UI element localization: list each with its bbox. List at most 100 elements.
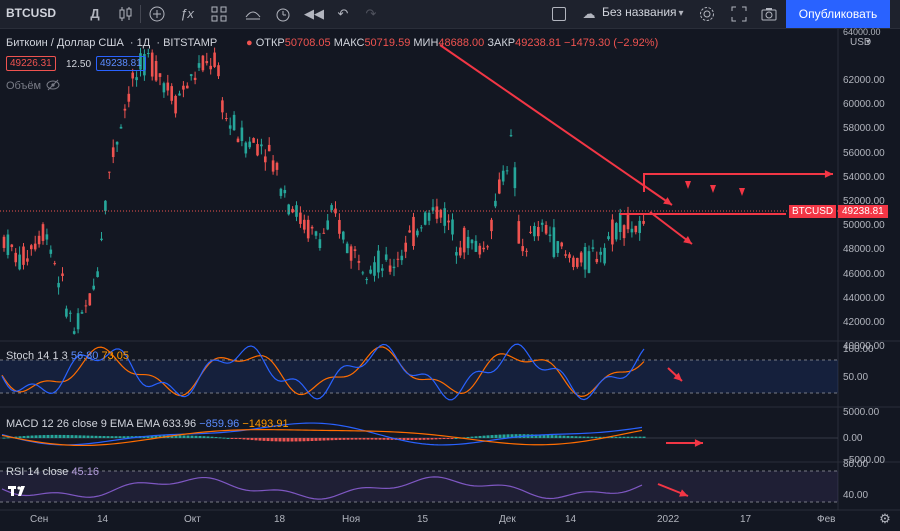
candle-body xyxy=(388,265,392,272)
annotation-right-arrow-head xyxy=(824,170,833,178)
candle-body xyxy=(182,85,185,90)
macd-signal-line xyxy=(1,429,643,447)
candle-body xyxy=(314,231,318,236)
spread-value: 12.50 xyxy=(66,59,92,70)
redo-icon[interactable]: ↷ xyxy=(365,6,377,21)
macd-histogram-bar xyxy=(22,436,26,438)
macd-histogram-bar xyxy=(54,434,58,438)
chevron-down-icon[interactable]: ▾ xyxy=(866,37,871,46)
candle-body xyxy=(189,74,193,77)
macd-histogram-bar xyxy=(498,434,502,438)
current-symbol-tag: BTCUSD xyxy=(789,205,837,218)
candle-body xyxy=(345,243,349,254)
rsi-band xyxy=(0,471,838,502)
templates-icon[interactable] xyxy=(210,5,228,23)
fullscreen-icon[interactable] xyxy=(730,5,748,23)
stoch-tick-50: 50.00 xyxy=(843,372,869,383)
replay-icon[interactable]: ◀◀ xyxy=(304,6,324,21)
low-label: МИН xyxy=(413,37,439,49)
publish-button[interactable]: Опубликовать xyxy=(786,0,890,28)
chevron-down-icon[interactable]: ▾ xyxy=(678,8,684,19)
macd-histogram-bar xyxy=(406,438,410,441)
candle-body xyxy=(26,258,29,262)
ask-price[interactable]: 49238.81 xyxy=(96,56,146,71)
candle-body xyxy=(381,268,384,271)
macd-histogram-bar xyxy=(2,437,6,439)
layout-name[interactable]: Без названия xyxy=(602,5,677,19)
candle-body xyxy=(552,227,556,257)
macd-tick-0: 0.00 xyxy=(843,433,863,444)
snapshot-icon[interactable] xyxy=(760,5,778,23)
candle-body xyxy=(119,126,123,129)
rsi-label: RSI 14 close xyxy=(6,466,69,478)
macd-histogram-bar xyxy=(14,436,18,438)
candle-body xyxy=(618,213,622,233)
macd-histogram-bar xyxy=(558,435,562,438)
macd-histogram-bar xyxy=(198,435,202,438)
candle-body xyxy=(104,200,107,211)
time-tick: 14 xyxy=(97,514,109,525)
series-interval: 1Д xyxy=(136,37,151,49)
undo-icon[interactable]: ↶ xyxy=(337,6,349,21)
macd-histogram-bar xyxy=(62,434,66,438)
macd-histogram-bar xyxy=(66,435,70,438)
add-indicator-icon[interactable] xyxy=(148,5,166,23)
macd-histogram-bar xyxy=(446,438,450,439)
close-label: ЗАКР xyxy=(487,37,516,49)
indicators-icon[interactable]: ƒx xyxy=(180,6,194,21)
stoch-annotation-arrow-head xyxy=(673,372,682,381)
high-label: МАКС xyxy=(333,37,365,49)
compare-icon[interactable] xyxy=(244,5,262,23)
candle-body xyxy=(154,60,158,81)
bar-style-icon[interactable] xyxy=(116,5,134,23)
macd-histogram-bar xyxy=(322,438,326,441)
macd-histogram-bar xyxy=(466,436,470,438)
time-tick: Дек xyxy=(499,514,516,525)
settings-icon[interactable] xyxy=(698,5,716,23)
macd-histogram-bar xyxy=(622,436,626,438)
candle-body xyxy=(408,230,411,233)
candle-body xyxy=(135,77,138,81)
macd-histogram-bar xyxy=(554,435,558,438)
macd-histogram-bar xyxy=(350,438,354,440)
rsi-tick-80: 80.00 xyxy=(843,459,869,470)
candle-body xyxy=(256,144,259,156)
time-tick: Окт xyxy=(184,514,201,525)
interval-button[interactable]: Д xyxy=(90,6,100,21)
candle-body xyxy=(186,85,189,89)
candle-body xyxy=(579,252,583,263)
candle-body xyxy=(299,212,302,224)
macd-histogram-bar xyxy=(130,436,134,438)
settings-icon[interactable]: ⚙ xyxy=(879,511,891,526)
bid-price[interactable]: 49226.31 xyxy=(6,56,56,71)
candle-body xyxy=(84,305,88,307)
candle-body xyxy=(96,271,99,278)
macd-histogram-bar xyxy=(390,438,394,440)
candle-body xyxy=(139,53,142,70)
macd-histogram-bar xyxy=(618,436,622,438)
price-tick: 58000.00 xyxy=(843,123,885,135)
alert-icon[interactable] xyxy=(274,5,292,23)
macd-histogram-bar xyxy=(294,438,298,442)
candle-body xyxy=(560,242,563,247)
candle-body xyxy=(30,245,33,250)
candle-body xyxy=(72,331,76,334)
candle-body xyxy=(217,65,220,77)
price-tick: 56000.00 xyxy=(843,147,885,159)
candle-body xyxy=(53,263,56,265)
macd-histogram-bar xyxy=(74,435,78,438)
candle-body xyxy=(115,141,119,145)
macd-histogram-bar xyxy=(326,438,330,441)
macd-histogram-bar xyxy=(442,438,446,439)
macd-histogram-bar xyxy=(154,435,158,438)
stoch-label: Stoch 14 1 3 xyxy=(6,350,68,362)
macd-legend: MACD 12 26 close 9 EMA EMA 633.96 −859.9… xyxy=(6,418,289,430)
candle-body xyxy=(615,223,618,240)
layout-checkbox[interactable] xyxy=(552,7,566,21)
macd-histogram-bar xyxy=(202,436,206,438)
price-tick: 44000.00 xyxy=(843,292,885,304)
eye-off-icon[interactable] xyxy=(46,79,60,94)
symbol-search[interactable]: BTCUSD xyxy=(6,6,56,20)
candle-body xyxy=(443,208,446,226)
